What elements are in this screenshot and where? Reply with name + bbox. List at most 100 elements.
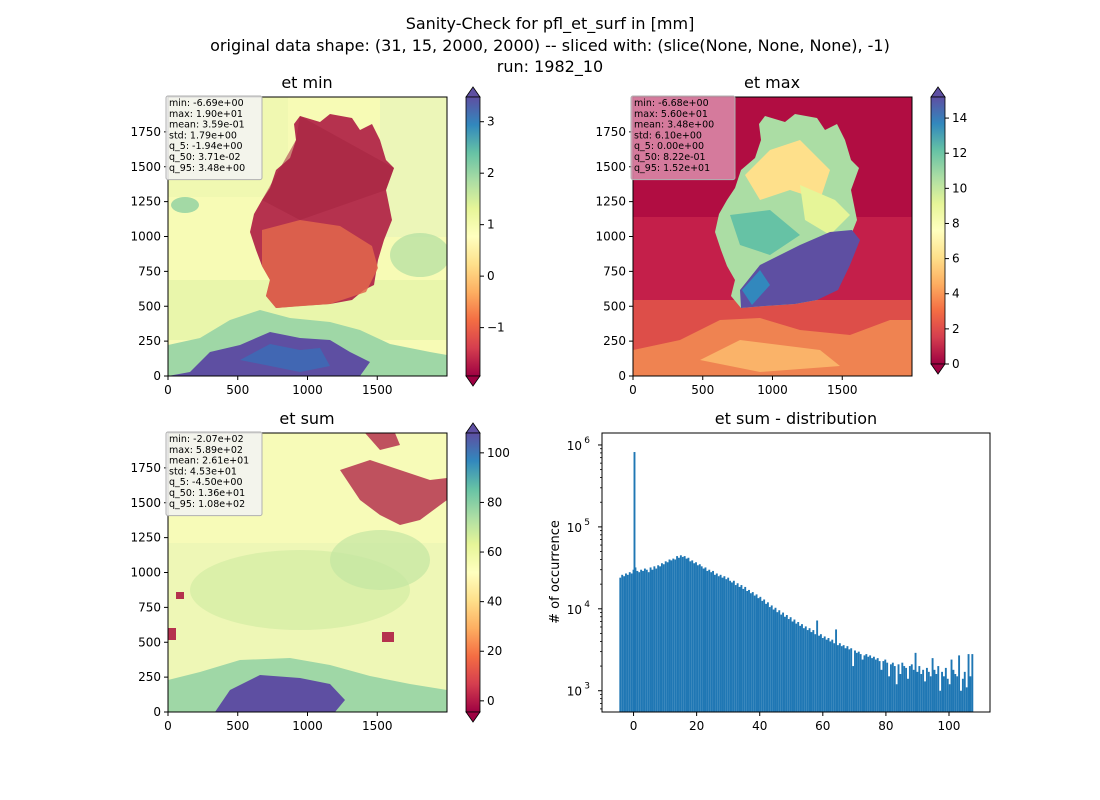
colorbar-tick-label: 80	[487, 495, 502, 509]
histogram-bar	[891, 662, 894, 712]
histogram-bar	[918, 666, 921, 712]
histogram-bar	[638, 572, 641, 712]
histogram-bar	[855, 652, 858, 712]
histogram-bar	[784, 616, 786, 712]
histogram-bar	[950, 659, 953, 712]
histogram-bar	[922, 669, 925, 712]
histogram-bar	[814, 634, 817, 712]
title-line-1: Sanity-Check for pfl_et_surf in [mm]	[406, 14, 695, 34]
histogram-bar	[833, 643, 836, 712]
histogram-bar	[715, 573, 718, 712]
histogram-bar	[884, 659, 887, 712]
histogram-bar	[827, 638, 830, 712]
y-tick-label: 250	[138, 334, 161, 348]
histogram-bar	[933, 669, 936, 712]
histogram-bar	[916, 671, 919, 712]
histogram-bar	[861, 659, 864, 712]
colorbar-tick-label: 10	[952, 181, 967, 195]
histogram-bar	[874, 659, 877, 712]
histogram-bar	[657, 565, 660, 712]
histogram-bar	[852, 666, 855, 712]
histogram-bar	[643, 568, 646, 712]
colorbar-tick-label: 6	[952, 252, 960, 266]
colorbar-tick-label: 60	[487, 545, 502, 559]
histogram-bar	[825, 639, 828, 712]
histogram-bar	[954, 674, 957, 712]
histogram-bar	[766, 602, 769, 712]
histogram-bar	[761, 600, 764, 712]
histogram-bar	[882, 661, 885, 712]
histogram-bar	[731, 582, 733, 712]
colorbar-tick-label: 0	[952, 357, 960, 371]
histogram-bar	[791, 621, 794, 712]
histogram-bar	[712, 570, 714, 712]
y-tick-label: 1250	[595, 195, 626, 209]
colorbar: −1 0 1 2 3	[465, 86, 505, 387]
histogram-bar	[888, 676, 891, 712]
histogram-bar	[789, 617, 792, 712]
histogram-bar	[736, 583, 739, 712]
histogram-bar	[806, 630, 809, 712]
histogram-bar	[946, 678, 949, 712]
x-tick-label: 1500	[827, 383, 858, 397]
histogram-bar	[630, 573, 633, 712]
histogram-bar	[708, 569, 711, 712]
histogram-bar	[719, 574, 722, 712]
x-tick-label: 60	[815, 719, 830, 733]
y-tick-label: 1750	[130, 461, 161, 475]
histogram-bar	[710, 572, 713, 712]
histogram-bar	[691, 560, 694, 712]
histogram-bar	[819, 634, 822, 712]
histogram-bar	[895, 684, 898, 712]
y-axis: 0 250 500 750 1000 1250 1500 1750	[130, 461, 168, 719]
histogram-bar	[897, 664, 900, 712]
histogram-bar	[961, 678, 964, 712]
stats-line: q_50: 3.71e-02	[169, 152, 241, 163]
histogram-bar	[857, 651, 860, 712]
x-tick-label: 500	[226, 719, 249, 733]
histogram-bar	[776, 612, 779, 712]
histogram-bar	[952, 669, 955, 712]
histogram-bar	[872, 656, 875, 712]
histogram-bar	[664, 561, 667, 712]
histogram-bar	[829, 641, 832, 712]
y-tick-label: 0	[153, 369, 161, 383]
histogram-bar	[727, 577, 730, 712]
histogram-bar	[753, 595, 756, 712]
x-tick-label: 1000	[292, 719, 323, 733]
histogram-bar	[647, 572, 650, 712]
y-axis: 0 250 500 750 1000 1250 1500 1750	[595, 125, 633, 383]
histogram-bar	[770, 605, 773, 712]
histogram-bar	[965, 687, 968, 712]
colorbar-tick-label: 3	[487, 115, 495, 129]
histogram-bar	[702, 568, 705, 712]
histogram-bar	[808, 628, 811, 712]
panel-et-sum: et sum 0 500 1000 1500 02505007501000125015…	[130, 409, 509, 733]
stats-box-background	[630, 95, 736, 181]
colorbar-tick-label: 1	[487, 218, 495, 232]
histogram-bar	[960, 690, 962, 712]
histogram-bar	[846, 646, 849, 712]
histogram-bar	[867, 656, 870, 712]
x-tick-label: 1500	[362, 719, 393, 733]
histogram-bar	[823, 636, 826, 712]
scattered-negative-region	[340, 460, 447, 525]
stats-line: max: 1.90e+01	[169, 109, 243, 120]
histogram-bar	[901, 662, 904, 712]
histogram-bar	[818, 635, 820, 712]
y-tick-exponent: 4	[584, 600, 590, 610]
y-tick-label: 1000	[595, 230, 626, 244]
x-tick-label: 40	[752, 719, 767, 733]
heatmap-image	[633, 97, 912, 376]
histogram-bar	[924, 681, 926, 712]
histogram-bar	[734, 585, 737, 712]
histogram-bar	[738, 586, 741, 712]
colorbar-tick-label: 14	[952, 111, 967, 125]
histogram-bar	[838, 643, 841, 712]
y-tick-label: 750	[138, 600, 161, 614]
histogram-bar	[956, 676, 959, 712]
x-tick-label: 1000	[292, 383, 323, 397]
colorbar-tick-label: −1	[487, 321, 505, 335]
